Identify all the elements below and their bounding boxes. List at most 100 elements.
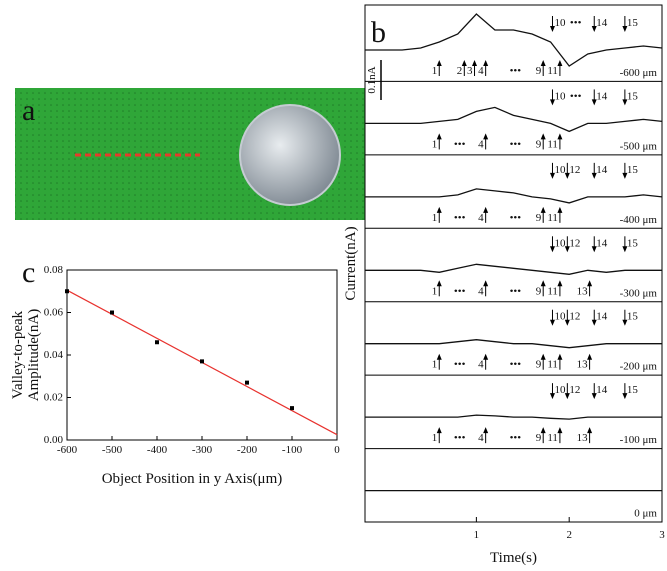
arrow-label: 15 bbox=[627, 311, 639, 323]
arrow-label: 9 bbox=[536, 212, 542, 224]
arrow-head bbox=[540, 427, 546, 434]
ellipsis: ••• bbox=[454, 285, 466, 297]
arrow-label: 1 bbox=[432, 65, 438, 77]
arrow-label: 10 bbox=[554, 237, 566, 249]
ellipsis: ••• bbox=[510, 138, 522, 150]
arrow-head bbox=[587, 427, 593, 434]
arrow-head bbox=[483, 133, 489, 140]
arrow-label: 9 bbox=[536, 65, 542, 77]
trace bbox=[365, 263, 662, 275]
arrow-label: 1 bbox=[432, 285, 438, 297]
arrow-label: 13 bbox=[577, 359, 589, 371]
plot-frame bbox=[364, 4, 663, 523]
data-point bbox=[65, 289, 69, 294]
trace bbox=[365, 13, 663, 67]
arrow-label: 11 bbox=[547, 212, 558, 224]
x-tick-label: 2 bbox=[566, 529, 572, 541]
x-tick-label: 0 bbox=[334, 444, 340, 456]
data-point bbox=[155, 340, 159, 345]
arrow-head bbox=[549, 246, 555, 253]
photo: a bbox=[15, 88, 365, 220]
arrow-head bbox=[557, 60, 563, 66]
panel-label: c bbox=[22, 256, 35, 289]
arrow-head bbox=[557, 206, 563, 213]
x-tick-label: -300 bbox=[192, 444, 213, 456]
arrow-label: 4 bbox=[478, 285, 484, 297]
arrow-head bbox=[557, 133, 563, 140]
ellipsis: ••• bbox=[454, 138, 466, 150]
arrow-label: 10 bbox=[554, 311, 566, 323]
arrow-head bbox=[557, 353, 563, 360]
arrow-label: 13 bbox=[577, 432, 589, 444]
arrow-head bbox=[483, 427, 489, 434]
ellipsis: ••• bbox=[510, 65, 522, 77]
arrow-head bbox=[483, 206, 489, 213]
trace-label: -200 μm bbox=[620, 361, 658, 373]
arrow-label: 10 bbox=[554, 384, 566, 396]
arrow-label: 14 bbox=[596, 17, 608, 29]
arrow-head bbox=[591, 26, 597, 32]
arrow-head bbox=[436, 427, 442, 434]
y-axis-label: Amplitude(nA) bbox=[26, 309, 42, 401]
data-point bbox=[245, 380, 249, 385]
trace bbox=[365, 106, 663, 133]
arrow-label: 4 bbox=[478, 65, 484, 77]
data-point bbox=[110, 310, 114, 315]
arrow-label: 1 bbox=[432, 138, 438, 150]
arrow-label: 13 bbox=[577, 285, 589, 297]
arrow-head bbox=[461, 60, 467, 66]
arrow-label: 14 bbox=[596, 164, 608, 176]
y-tick-label: 0.06 bbox=[44, 307, 64, 319]
arrow-head bbox=[557, 427, 563, 434]
x-tick-label: -500 bbox=[102, 444, 123, 456]
arrow-label: 9 bbox=[536, 432, 542, 444]
ellipsis: ••• bbox=[510, 212, 522, 224]
arrow-label: 14 bbox=[596, 237, 608, 249]
panel-label: b bbox=[371, 16, 386, 49]
ellipsis: ••• bbox=[510, 285, 522, 297]
arrow-head bbox=[472, 60, 478, 66]
arrow-head bbox=[591, 99, 597, 106]
ellipsis: ••• bbox=[454, 359, 466, 371]
arrow-head bbox=[540, 206, 546, 213]
arrow-label: 1 bbox=[432, 212, 438, 224]
ellipsis: ••• bbox=[510, 432, 522, 444]
y-axis-label: Valley-to-peak bbox=[10, 310, 26, 399]
arrow-label: 15 bbox=[627, 90, 639, 102]
arrow-label: 4 bbox=[478, 432, 484, 444]
arrow-head bbox=[591, 246, 597, 253]
arrow-label: 9 bbox=[536, 138, 542, 150]
arrow-head bbox=[564, 172, 570, 179]
arrow-label: 10 bbox=[554, 164, 566, 176]
y-tick-label: 0.02 bbox=[44, 392, 63, 404]
arrow-head bbox=[483, 353, 489, 360]
arrow-label: 4 bbox=[478, 138, 484, 150]
arrow-label: 11 bbox=[547, 138, 558, 150]
arrow-label: 15 bbox=[627, 384, 639, 396]
trace-label: -100 μm bbox=[620, 434, 658, 446]
x-axis-label: Object Position in y Axis(μm) bbox=[102, 471, 283, 487]
y-axis-label: Current(nA) bbox=[343, 226, 359, 300]
arrow-label: 11 bbox=[547, 432, 558, 444]
data-point bbox=[290, 406, 294, 411]
arrow-label: 11 bbox=[547, 65, 558, 77]
arrow-label: 2 bbox=[457, 65, 463, 77]
trace-label: -500 μm bbox=[620, 140, 658, 152]
arrow-label: 15 bbox=[627, 164, 639, 176]
arrow-label: 12 bbox=[569, 164, 580, 176]
trace-label: -400 μm bbox=[620, 214, 658, 226]
scale-bar-label: 0.1nA bbox=[366, 66, 378, 93]
arrow-label: 9 bbox=[536, 285, 542, 297]
arrow-head bbox=[549, 319, 555, 326]
arrow-label: 12 bbox=[569, 237, 580, 249]
arrow-head bbox=[591, 319, 597, 326]
coin bbox=[239, 104, 341, 206]
plot-frame bbox=[66, 269, 338, 441]
arrow-head bbox=[591, 172, 597, 179]
trace bbox=[365, 188, 663, 204]
arrow-head bbox=[564, 246, 570, 253]
x-tick-label: -600 bbox=[57, 444, 78, 456]
arrow-label: 11 bbox=[547, 359, 558, 371]
arrow-label: 1 bbox=[432, 359, 438, 371]
